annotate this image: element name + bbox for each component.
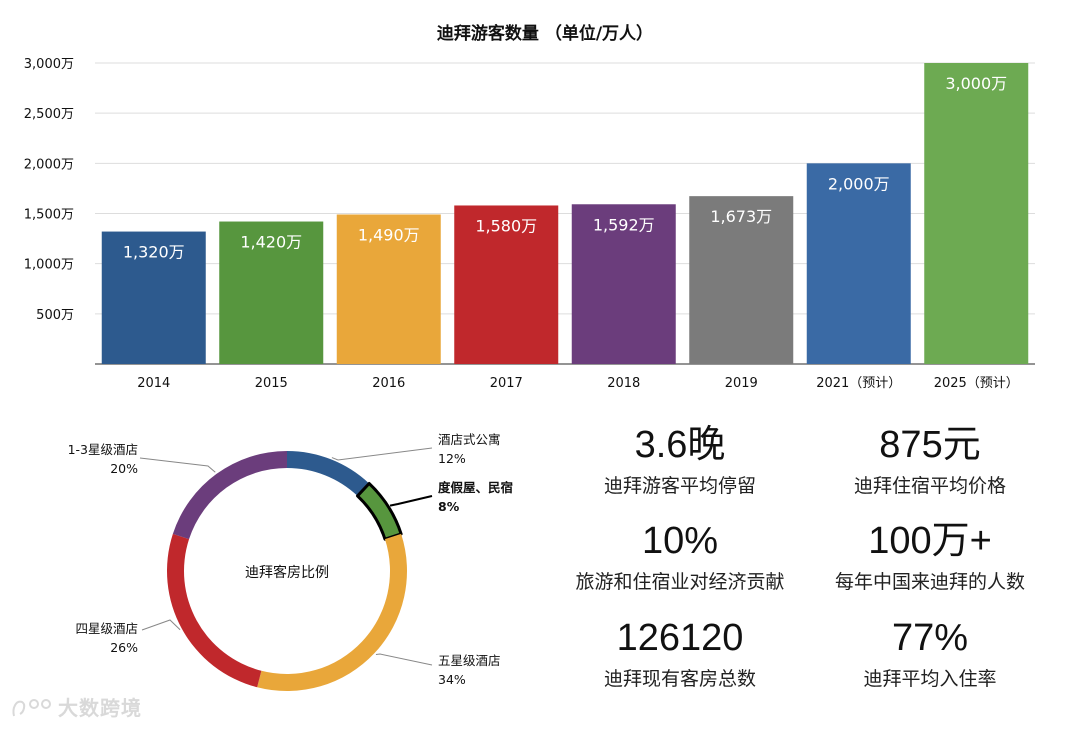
slice-name-label: 五星级酒店 xyxy=(438,653,501,668)
stat-economy-share: 10% 旅游和住宿业对经济贡献 xyxy=(555,519,805,595)
stat-label: 旅游和住宿业对经济贡献 xyxy=(575,571,785,593)
callout-line xyxy=(375,653,433,666)
slice-value-label: 8% xyxy=(438,499,460,514)
chart-title: 迪拜游客数量 （单位/万人） xyxy=(437,23,653,44)
slice-value-label: 26% xyxy=(110,640,138,655)
stat-chinese-visitors: 100万+ 每年中国来迪拜的人数 xyxy=(805,519,1055,595)
callout-line xyxy=(331,447,433,461)
slice-name-label: 1-3星级酒店 xyxy=(68,442,138,457)
x-tick-label: 2019 xyxy=(725,376,758,391)
y-tick-label: 1,500万 xyxy=(24,208,74,223)
stat-total-rooms: 126120 迪拜现有客房总数 xyxy=(555,616,805,692)
callout-line xyxy=(139,457,216,473)
bar xyxy=(924,63,1029,364)
bar-data-label: 1,592万 xyxy=(593,215,655,234)
slice-name-label: 酒店式公寓 xyxy=(438,432,501,447)
donut-center-label: 迪拜客房比例 xyxy=(245,564,329,581)
x-tick-label: 2014 xyxy=(137,376,170,391)
x-tick-label: 2016 xyxy=(372,376,405,391)
bar-data-label: 1,580万 xyxy=(475,216,537,235)
stat-avg-price: 875元 迪拜住宿平均价格 xyxy=(805,423,1055,499)
stat-value: 126120 xyxy=(616,617,744,659)
slice-name-label: 度假屋、民宿 xyxy=(438,480,513,495)
stat-label: 迪拜住宿平均价格 xyxy=(853,475,1006,497)
bar-data-label: 1,490万 xyxy=(358,226,420,245)
slice-value-label: 20% xyxy=(110,461,138,476)
stat-label: 每年中国来迪拜的人数 xyxy=(834,571,1025,593)
stat-value: 3.6晚 xyxy=(634,424,726,466)
bar xyxy=(101,231,206,364)
donut-slice xyxy=(287,451,370,496)
bar-data-label: 3,000万 xyxy=(945,74,1007,93)
stat-value: 875元 xyxy=(879,424,981,466)
bar-data-label: 2,000万 xyxy=(828,174,890,193)
y-tick-label: 3,000万 xyxy=(24,57,74,72)
x-tick-label: 2025（预计） xyxy=(934,376,1019,391)
stats-grid: 3.6晚 迪拜游客平均停留 875元 迪拜住宿平均价格 10% 旅游和住宿业对经… xyxy=(545,415,1065,715)
bar-data-label: 1,320万 xyxy=(123,243,185,262)
x-tick-label: 2018 xyxy=(607,376,640,391)
slice-name-label: 四星级酒店 xyxy=(75,621,138,636)
x-tick-label: 2015 xyxy=(255,376,288,391)
watermark-logo-icon xyxy=(12,699,51,717)
x-tick-label: 2017 xyxy=(490,376,523,391)
stat-occupancy: 77% 迪拜平均入住率 xyxy=(805,616,1055,692)
stat-label: 迪拜游客平均停留 xyxy=(603,475,756,497)
y-tick-label: 1,000万 xyxy=(24,258,74,273)
stat-value: 10% xyxy=(641,520,719,562)
bar xyxy=(336,214,441,364)
callout-line xyxy=(141,619,181,631)
bar-chart: 迪拜游客数量 （单位/万人） 500万 1,000万 1,500万 2,000万 2,5… xyxy=(24,23,1035,391)
bar xyxy=(689,196,794,364)
donut-slice xyxy=(356,482,403,541)
stat-label: 迪拜平均入住率 xyxy=(863,668,997,690)
stat-value: 100万+ xyxy=(868,520,992,562)
bar xyxy=(571,204,676,364)
slice-value-label: 12% xyxy=(438,451,466,466)
bar-data-label: 1,673万 xyxy=(710,207,772,226)
bar-data-label: 1,420万 xyxy=(240,233,302,252)
bar xyxy=(454,205,559,364)
y-tick-label: 2,000万 xyxy=(24,157,74,172)
bar xyxy=(806,163,911,364)
callout-line xyxy=(389,495,433,507)
stat-avg-stay: 3.6晚 迪拜游客平均停留 xyxy=(555,423,805,499)
donut-slice xyxy=(166,533,262,688)
donut-chart: 迪拜客房比例 酒店式公寓 12% 度假屋、民宿 8% 五星级酒店 34% 四星级酒店 26% 1… xyxy=(68,432,513,691)
y-tick-label: 2,500万 xyxy=(24,107,74,122)
donut-slice xyxy=(257,533,407,691)
donut-slice xyxy=(172,451,287,540)
slice-value-label: 34% xyxy=(438,672,466,687)
bar xyxy=(219,221,324,364)
stat-value: 77% xyxy=(891,617,969,659)
watermark: 大数跨境 xyxy=(58,696,142,720)
y-tick-label: 500万 xyxy=(36,308,74,323)
stat-label: 迪拜现有客房总数 xyxy=(603,668,756,690)
x-tick-label: 2021（预计） xyxy=(816,376,901,391)
